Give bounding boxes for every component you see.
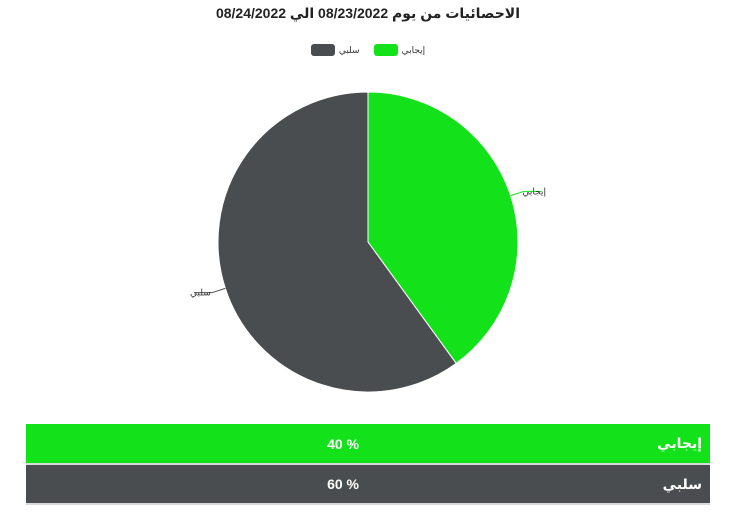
summary-label-negative: سلبي (367, 464, 710, 505)
pie-slice-negative[interactable] (217, 91, 457, 393)
summary-table: 40 % إيجابي 60 % سلبي (26, 424, 710, 505)
summary-value-negative: 60 % (26, 464, 367, 505)
summary-row-negative: 60 % سلبي (26, 464, 710, 505)
legend-item-negative[interactable]: سلبي (310, 44, 360, 56)
leader-line-positive (510, 190, 542, 197)
summary-row-positive: 40 % إيجابي (26, 424, 710, 465)
leader-line-negative (194, 287, 226, 294)
chart-title: الاحصائيات من يوم 08/23/2022 الي 08/24/2… (215, 5, 521, 21)
legend-item-positive[interactable]: إيجابي (373, 44, 426, 56)
legend-label-negative: سلبي (338, 44, 360, 55)
slice-label-negative: سلبي (190, 288, 211, 298)
slice-label-positive: إيجابي (522, 186, 546, 197)
summary-label-positive: إيجابي (367, 424, 710, 465)
legend-swatch-positive (373, 44, 398, 56)
pie-slice-positive[interactable] (367, 91, 519, 365)
chart-legend: سلبي إيجابي (0, 44, 736, 56)
pie-chart: إيجابي سلبي (190, 91, 546, 393)
legend-swatch-negative (310, 44, 335, 56)
legend-label-positive: إيجابي (401, 44, 426, 55)
summary-value-positive: 40 % (26, 424, 367, 465)
